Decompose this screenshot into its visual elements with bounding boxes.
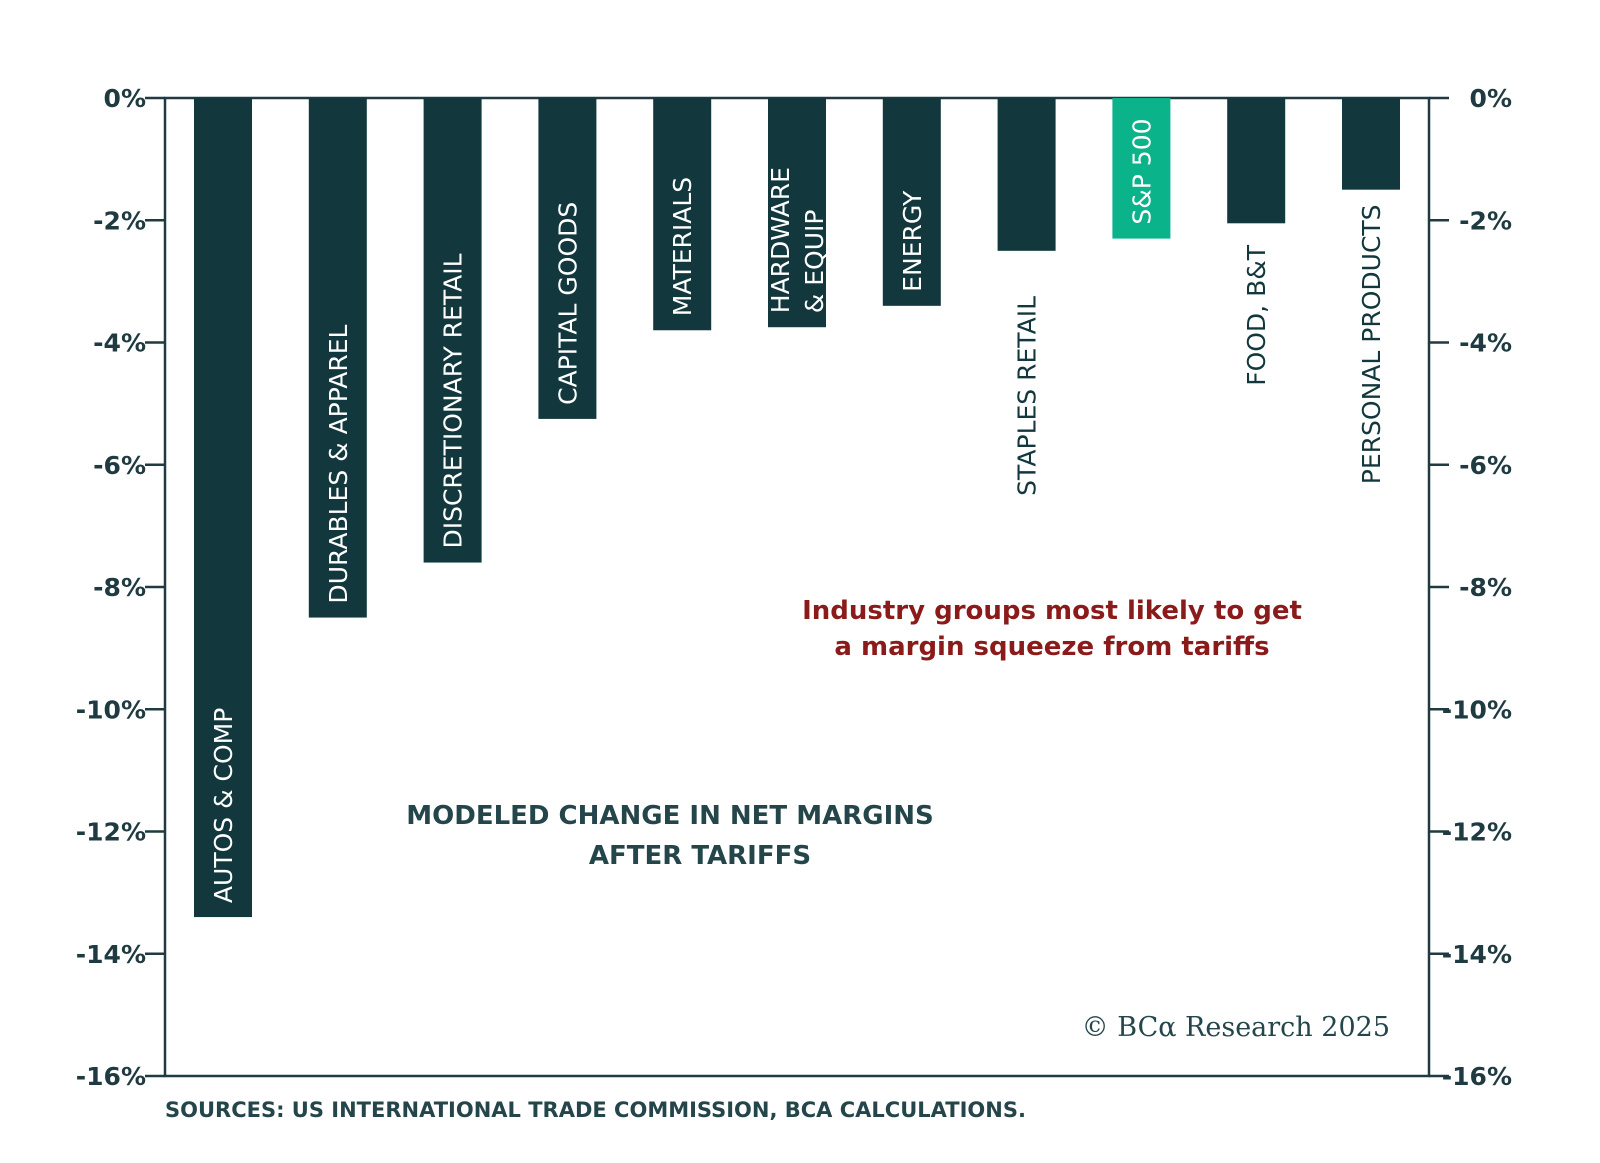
bar-3 [538,98,597,419]
bar-label-text: DISCRETIONARY RETAIL [439,253,468,548]
bar-9 [1227,98,1286,224]
left-tick-label: -2% [93,206,146,235]
left-tick-label: -16% [76,1062,146,1091]
bar-7 [997,98,1056,251]
left-tick-label: 0% [104,84,146,113]
bar-label-8: S&P 500 [1127,118,1156,224]
bar-label-7: STAPLES RETAIL [1013,296,1042,496]
left-tick-label: -14% [76,940,146,969]
left-tick-label: -10% [76,695,146,724]
bar-label-4: MATERIALS [668,177,697,316]
bar-2 [423,98,482,563]
bar-label-text: MATERIALS [668,177,697,316]
bar-0 [194,98,252,918]
bar-10 [1342,98,1400,190]
chart-subtitle-line-2: AFTER TARIFFS [589,841,811,871]
left-tick-label: -8% [93,573,146,602]
bar-6 [882,98,941,306]
bar-label-text: & EQUIP [800,210,829,314]
right-tick-label: -2% [1459,206,1512,235]
bar-label-1: DURABLES & APPAREL [324,324,353,603]
bar-labels: AUTOS & COMP DURABLES & APPAREL DISCRETION… [209,118,1386,903]
bar-1 [308,98,367,618]
bar-label-0: AUTOS & COMP [209,708,238,903]
bar-label-text: STAPLES RETAIL [1013,296,1042,496]
bar-label-text: S&P 500 [1127,118,1156,224]
right-tick-label: -4% [1459,329,1512,358]
left-axis: 0% -2% -4% -6% -8% -10% -12% -14% -16% [76,84,165,1091]
bars [194,98,1400,918]
bar-label-text: HARDWARE [766,167,795,313]
bar-4 [653,98,712,331]
bar-8 [1112,98,1171,239]
left-tick-label: -6% [93,451,146,480]
copyright-note: © BCα Research 2025 [1082,1012,1390,1043]
right-tick-label: -10% [1442,695,1512,724]
bar-label-text: CAPITAL GOODS [553,202,582,405]
right-tick-label: 0% [1470,84,1512,113]
bar-label-text: DURABLES & APPAREL [324,324,353,603]
bar-5 [768,98,826,328]
bar-label-2: DISCRETIONARY RETAIL [439,253,468,548]
bar-label-3: CAPITAL GOODS [553,202,582,405]
left-tick-label: -12% [76,818,146,847]
bar-label-6: ENERGY [898,190,927,292]
annotation-line-1: Industry groups most likely to get [802,596,1302,626]
bar-label-text: ENERGY [898,190,927,292]
bar-label-text: FOOD, B&T [1242,244,1271,386]
right-tick-label: -12% [1442,818,1512,847]
bar-label-5: HARDWARE & EQUIP [766,167,829,313]
bar-label-text: AUTOS & COMP [209,708,238,903]
left-tick-label: -4% [93,329,146,358]
right-tick-label: -16% [1442,1062,1512,1091]
bar-label-text: PERSONAL PRODUCTS [1357,204,1386,484]
right-tick-label: -8% [1459,573,1512,602]
bar-label-9: FOOD, B&T [1242,244,1271,386]
right-tick-label: -14% [1442,940,1512,969]
bar-label-10: PERSONAL PRODUCTS [1357,204,1386,484]
right-axis: 0% -2% -4% -6% -8% -10% -12% -14% -16% [1429,84,1512,1091]
sources-note: SOURCES: US INTERNATIONAL TRADE COMMISSI… [165,1098,1026,1122]
right-tick-label: -6% [1459,451,1512,480]
annotation-line-2: a margin squeeze from tariffs [834,632,1269,662]
chart-subtitle-line-1: MODELED CHANGE IN NET MARGINS [406,801,933,831]
